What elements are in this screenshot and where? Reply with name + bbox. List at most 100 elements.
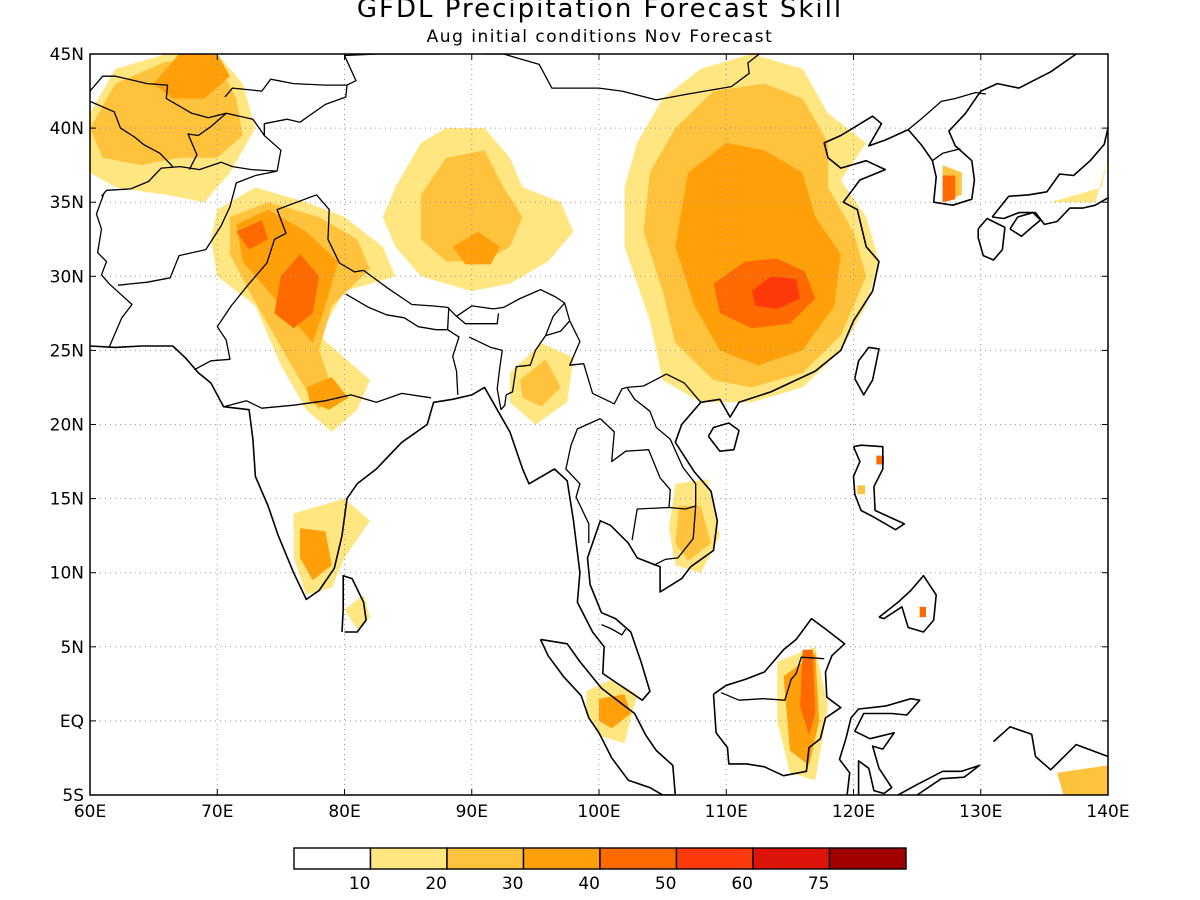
border-borneo-border (720, 656, 825, 701)
coastline-japan-south (992, 197, 1108, 226)
lon-tick-label: 90E (456, 802, 488, 822)
chart-subtitle: Aug initial conditions Nov Forecast (426, 27, 774, 47)
coastline-shikoku (1009, 211, 1042, 238)
lat-tick-label: 15N (50, 490, 84, 510)
border-bangladesh-east (468, 336, 503, 410)
border-bhutan (456, 313, 500, 325)
border-mongolia-china (483, 54, 760, 101)
lon-tick-label: 80E (328, 802, 360, 822)
border-laos-vietnam (626, 387, 697, 506)
border-iran-afghan (95, 193, 105, 230)
skill-philippines-2 (919, 606, 926, 618)
lat-tick-label: 20N (50, 416, 84, 436)
coastline-mindanao (878, 574, 938, 633)
border-turkmen-uzbek (90, 100, 174, 168)
coastline-timor-arc (897, 764, 981, 795)
coastline-taiwan (854, 346, 880, 396)
chart-title: GFDL Precipitation Forecast Skill (356, 0, 844, 24)
coastline-sulawesi (838, 697, 921, 795)
skill-borneo-2 (800, 649, 816, 736)
skill-central-asia-2 (153, 54, 230, 99)
lon-tick-label: 110E (705, 802, 748, 822)
skill-tibet-2 (452, 231, 500, 265)
border-himalaya-nepal (316, 194, 571, 321)
lat-tick-label: EQ (60, 712, 84, 732)
border-india-nepal (345, 293, 450, 331)
coastline-sumatra (539, 638, 677, 795)
border-china-central-asia (263, 55, 357, 172)
colorbar-label: 30 (502, 874, 524, 894)
skill-northwest-india-3 (274, 254, 320, 329)
coastline-borneo (712, 617, 846, 777)
border-cambodia (653, 505, 697, 566)
border-myanmar-bangladesh (500, 394, 507, 411)
colorbar-swatch (675, 847, 754, 870)
colorbar-swatch (752, 847, 831, 870)
colorbar-swatch (446, 847, 525, 870)
colorbar-label: 50 (655, 874, 677, 894)
skill-tibet-1 (420, 150, 523, 262)
border-kazakh-uzbek (90, 75, 227, 119)
border-afghanistan-north (101, 161, 278, 197)
coastline-kyushu (977, 217, 1006, 261)
lat-tick-label: 10N (50, 564, 84, 584)
lon-tick-label: 120E (832, 802, 875, 822)
border-afghanistan-pakistan (117, 170, 278, 286)
skill-india-south-2 (344, 594, 370, 629)
country-borders (90, 54, 986, 701)
lon-tick-label: 60E (74, 802, 106, 822)
skill-misc-0 (1050, 157, 1108, 203)
lat-tick-label: 40N (50, 119, 84, 139)
border-myanmar-china (569, 320, 702, 405)
skill-philippines-1 (857, 485, 865, 495)
colorbar-swatch (828, 847, 907, 870)
lon-tick-label: 100E (577, 802, 620, 822)
border-india-myanmar-2 (544, 302, 566, 336)
skill-shading (90, 54, 1108, 795)
border-china-korea (907, 91, 986, 131)
longitude-ticks: 60E 70E 80E 90E 100E 110E 120E 130E 140E (74, 54, 1130, 822)
colorbar-label: 75 (808, 874, 830, 894)
skill-eastern-china-4 (751, 276, 801, 309)
coastline-new-guinea (992, 725, 1108, 771)
colorbar-swatch (293, 847, 372, 870)
border-iran-pakistan (96, 228, 133, 348)
colorbar: 10 20 30 40 50 60 75 (293, 847, 907, 894)
colorbar-label: 20 (425, 874, 447, 894)
coastline-sri-lanka (341, 574, 367, 633)
border-china-mongolia (344, 54, 440, 57)
border-tajik (187, 112, 265, 170)
coastline-luzon (852, 444, 906, 531)
colorbar-label: 10 (349, 874, 371, 894)
lat-tick-label: 5S (62, 786, 84, 806)
border-myanmar-thailand (565, 418, 601, 544)
coastline-honshu (991, 127, 1108, 218)
gridlines (90, 54, 1108, 795)
border-india-pakistan (193, 194, 317, 371)
lon-tick-label: 140E (1086, 802, 1129, 822)
lat-tick-label: 25N (50, 341, 84, 361)
lat-tick-label: 45N (50, 45, 84, 65)
border-kyrgyz (224, 78, 347, 98)
border-thailand-laos (599, 418, 671, 541)
skill-misc-1 (1057, 765, 1108, 795)
border-bangladesh (447, 329, 460, 395)
colorbar-label: 60 (731, 874, 753, 894)
colorbar-swatch (522, 847, 601, 870)
lat-tick-label: 5N (60, 638, 84, 658)
coastline-asia-mainland (90, 54, 1077, 702)
skill-sumatra-1 (599, 694, 631, 729)
border-myanmar-india (505, 320, 571, 396)
lat-tick-label: 30N (50, 267, 84, 287)
lon-tick-label: 70E (201, 802, 233, 822)
border-korea-dmz (932, 148, 961, 162)
colorbar-swatch (369, 847, 448, 870)
skill-northeast-india-1 (520, 359, 561, 407)
lon-tick-label: 130E (959, 802, 1002, 822)
skill-korea-1 (942, 175, 956, 203)
skill-india-south-1 (300, 528, 332, 581)
colorbar-label: 40 (578, 874, 600, 894)
skill-northwest-india-4 (236, 220, 269, 250)
latitude-ticks: 45N 40N 35N 30N 25N 20N 15N 10N 5N EQ 5S (50, 45, 1108, 806)
